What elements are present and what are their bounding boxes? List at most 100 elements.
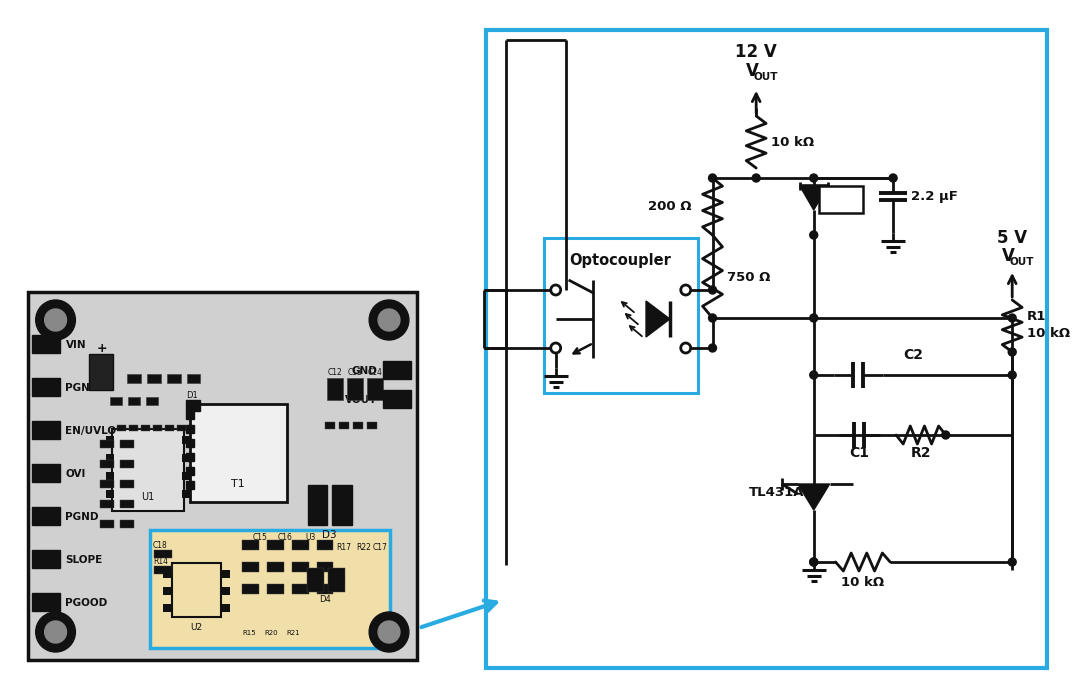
Bar	[100, 440, 114, 448]
Text: 5 V: 5 V	[997, 229, 1027, 247]
Bar	[120, 480, 134, 488]
Text: PGND: PGND	[66, 512, 99, 522]
Bar	[181, 490, 190, 498]
Text: 10 kΩ: 10 kΩ	[771, 136, 814, 149]
Bar	[112, 429, 184, 511]
Bar	[308, 485, 327, 525]
Text: VOUT: VOUT	[345, 395, 377, 405]
Bar	[181, 472, 190, 480]
Text: R14: R14	[153, 558, 167, 566]
Bar	[147, 374, 161, 383]
Bar	[146, 397, 158, 405]
Text: OVI: OVI	[66, 469, 86, 479]
Text: Optocoupler: Optocoupler	[569, 253, 671, 268]
Bar	[327, 378, 343, 400]
Bar	[31, 593, 59, 611]
Text: C14: C14	[367, 367, 382, 377]
Bar	[181, 436, 190, 444]
Circle shape	[369, 612, 409, 652]
Text: TL431A: TL431A	[750, 486, 805, 499]
Bar	[221, 587, 230, 595]
Bar	[187, 374, 201, 383]
Bar	[165, 425, 174, 431]
Bar	[383, 390, 410, 408]
Text: 200 Ω: 200 Ω	[648, 199, 691, 212]
Circle shape	[36, 612, 76, 652]
Circle shape	[680, 285, 691, 295]
Text: U1: U1	[141, 492, 154, 502]
Circle shape	[810, 314, 818, 322]
Text: R15: R15	[242, 630, 256, 636]
Bar	[127, 374, 140, 383]
Text: 12 V: 12 V	[735, 43, 777, 61]
Bar	[186, 481, 193, 489]
Text: OUT: OUT	[754, 72, 779, 82]
Text: PGND: PGND	[66, 383, 99, 393]
Circle shape	[708, 286, 716, 294]
Circle shape	[551, 343, 561, 353]
Bar	[325, 422, 336, 429]
Circle shape	[369, 300, 409, 340]
Circle shape	[889, 174, 897, 182]
Bar	[166, 374, 180, 383]
Circle shape	[680, 343, 691, 353]
Text: VIN: VIN	[66, 340, 86, 350]
Bar	[333, 485, 352, 525]
Text: OUT: OUT	[1010, 257, 1035, 267]
Bar	[100, 480, 114, 488]
Circle shape	[708, 344, 716, 352]
Text: U3: U3	[306, 532, 315, 542]
Text: R2: R2	[910, 446, 931, 460]
Circle shape	[810, 558, 818, 566]
Bar	[153, 550, 172, 558]
Circle shape	[810, 231, 818, 239]
Circle shape	[44, 309, 67, 331]
Text: C1: C1	[849, 446, 869, 460]
Bar	[267, 562, 284, 572]
Text: C12: C12	[328, 367, 342, 377]
Circle shape	[708, 174, 716, 182]
Bar	[353, 422, 363, 429]
Bar	[186, 467, 193, 475]
Bar	[163, 570, 172, 578]
Bar	[140, 425, 150, 431]
Bar	[367, 378, 383, 400]
Circle shape	[1009, 558, 1016, 566]
Bar	[383, 361, 410, 379]
Bar	[316, 540, 334, 550]
Bar	[172, 563, 221, 617]
Bar	[31, 507, 59, 525]
Text: 750 Ω: 750 Ω	[728, 271, 771, 284]
Bar	[181, 454, 190, 462]
Text: 10 V: 10 V	[824, 193, 858, 206]
Circle shape	[378, 309, 400, 331]
Text: V: V	[746, 62, 758, 80]
Text: +: +	[97, 342, 108, 355]
Bar	[177, 425, 186, 431]
Text: D3: D3	[322, 530, 337, 540]
Bar	[90, 354, 113, 390]
Text: SLOPE: SLOPE	[66, 555, 103, 565]
Circle shape	[810, 174, 818, 182]
Text: D4: D4	[320, 595, 332, 604]
Bar	[31, 335, 59, 353]
Bar	[339, 422, 349, 429]
Bar	[153, 566, 172, 574]
Bar	[267, 540, 284, 550]
Text: C15: C15	[253, 532, 268, 542]
Text: 2.2 μF: 2.2 μF	[912, 190, 958, 203]
Bar	[100, 520, 114, 528]
Bar	[117, 425, 126, 431]
Bar	[110, 397, 122, 405]
Bar	[31, 464, 59, 482]
Text: 10 kΩ: 10 kΩ	[1027, 327, 1070, 340]
Bar	[120, 440, 134, 448]
Bar	[242, 562, 259, 572]
Bar	[221, 570, 230, 578]
Bar	[100, 460, 114, 468]
Polygon shape	[646, 301, 670, 337]
Circle shape	[752, 174, 760, 182]
Circle shape	[942, 431, 949, 439]
Text: 10 kΩ: 10 kΩ	[841, 575, 883, 588]
Circle shape	[1009, 314, 1016, 322]
